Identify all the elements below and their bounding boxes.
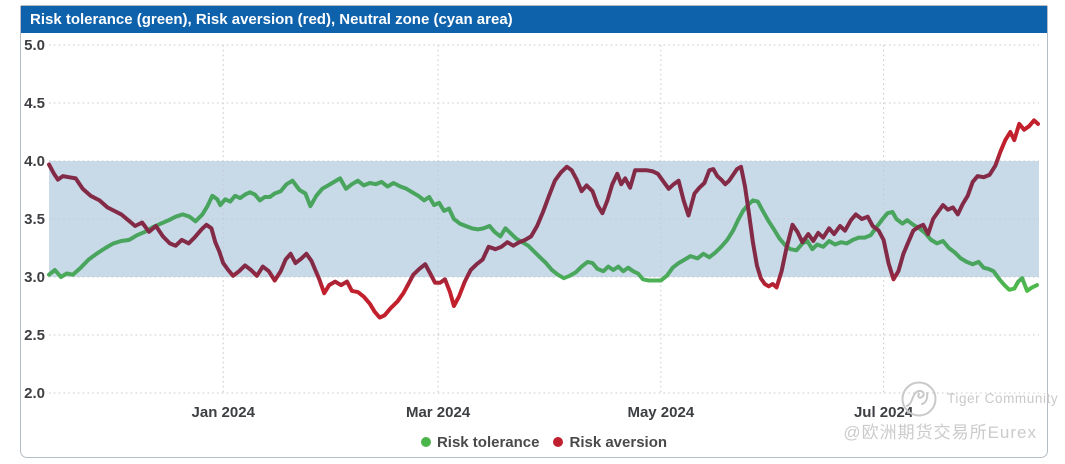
watermark-brand: Tiger Community (947, 391, 1059, 406)
x-axis-tick-label: Mar 2024 (406, 404, 471, 421)
legend-item-risk-tolerance: Risk tolerance (420, 433, 540, 451)
chart-widget: 5.0 4.5 4.0 3.5 3.0 2.5 2.0 Jan 2024 Mar 2024 May… (20, 5, 1058, 458)
legend-dot-green-icon (420, 437, 431, 447)
y-axis-tick-label: 5.0 (24, 37, 45, 54)
y-axis-tick-label: 2.0 (24, 385, 45, 402)
risk-aversion-line (47, 118, 1040, 320)
legend-label: Risk tolerance (436, 433, 540, 451)
title-bar: Risk tolerance (green), Risk aversion (r… (21, 6, 1047, 33)
risk-tolerance-line (47, 176, 1039, 293)
y-axis-tick-label: 4.5 (24, 95, 45, 112)
legend-label: Risk aversion (569, 433, 668, 451)
tiger-logo-icon (901, 381, 937, 417)
y-axis-tick-label: 4.0 (24, 153, 45, 170)
x-axis-tick-label: Jul 2024 (854, 404, 914, 421)
risk-chart-svg: 5.0 4.5 4.0 3.5 3.0 2.5 2.0 Jan 2024 Mar 2024 May… (24, 37, 1040, 421)
y-axis-tick-label: 2.5 (24, 327, 45, 344)
legend-dot-red-icon (553, 437, 564, 447)
y-axis-tick-label: 3.0 (24, 269, 45, 286)
x-axis-tick-label: Jan 2024 (192, 404, 256, 421)
legend: Risk tolerance Risk aversion (49, 432, 1039, 452)
y-axis-tick-label: 3.5 (24, 211, 45, 228)
chart-title: Risk tolerance (green), Risk aversion (r… (30, 11, 513, 28)
legend-item-risk-aversion: Risk aversion (553, 434, 667, 451)
x-axis-tick-label: May 2024 (627, 404, 694, 421)
watermark-handle: @欧洲期货交易所Eurex (843, 423, 1037, 442)
